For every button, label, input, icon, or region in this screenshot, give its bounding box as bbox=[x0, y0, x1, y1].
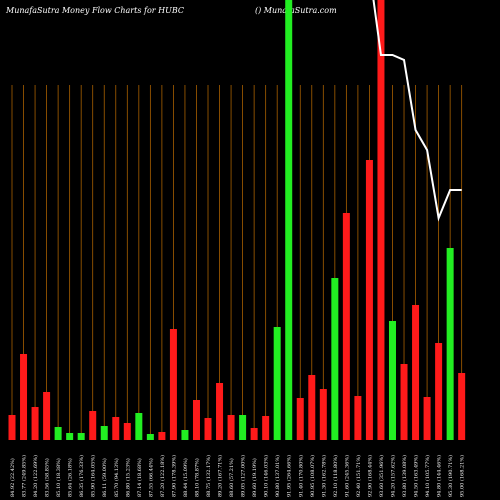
line bbox=[372, 0, 462, 222]
x-tick-label: 87.55 (66.44%) bbox=[147, 458, 154, 497]
x-tick-label: 89.05 (127.00%) bbox=[240, 455, 247, 497]
x-tick-label: 91.40 (170.80%) bbox=[297, 455, 304, 497]
x-tick-label: 88.10 (78.87%) bbox=[193, 458, 200, 497]
bar bbox=[204, 418, 212, 440]
x-tick-label: 95.00 (168.21%) bbox=[459, 455, 466, 497]
bar bbox=[146, 434, 154, 440]
bar bbox=[262, 416, 270, 440]
x-tick-label: 88.75 (132.17%) bbox=[205, 455, 212, 497]
x-tick-label: 89.20 (167.71%) bbox=[217, 455, 224, 497]
x-tick-label: 85.10 (18.38%) bbox=[55, 458, 62, 497]
bar bbox=[377, 0, 385, 440]
bar bbox=[423, 397, 431, 440]
x-tick-label: 91.95 (264.66%) bbox=[286, 455, 293, 497]
bar bbox=[135, 413, 143, 440]
x-tick-label: 83.77 (249.85%) bbox=[21, 455, 28, 497]
x-tick-label: 94.80 (144.46%) bbox=[436, 455, 443, 497]
bar bbox=[331, 278, 339, 440]
x-tick-label: 86.35 (176.33%) bbox=[78, 455, 85, 497]
x-tick-label: 90.80 (137.01%) bbox=[274, 455, 281, 497]
x-tick-label: 94.50 (163.49%) bbox=[413, 455, 420, 497]
x-tick-label: 92.10 (118.80%) bbox=[332, 455, 339, 497]
bar bbox=[216, 383, 224, 440]
x-tick-label: 93.60 (351.96%) bbox=[378, 455, 385, 497]
x-tick-label: 84.92 (22.42%) bbox=[9, 458, 16, 497]
bar bbox=[412, 305, 420, 440]
x-tick-label: 85.64 (26.18%) bbox=[67, 458, 74, 497]
x-tick-label: 92.40 (151.71%) bbox=[355, 455, 362, 497]
bar bbox=[365, 160, 373, 440]
bar bbox=[20, 354, 28, 440]
x-tick-label: 89.60 (19.19%) bbox=[251, 458, 258, 497]
bar bbox=[123, 423, 131, 440]
chart-subtitle: () MunafaSutra.com bbox=[255, 6, 337, 15]
bar bbox=[250, 428, 258, 440]
bar bbox=[89, 411, 97, 440]
bar bbox=[31, 407, 39, 440]
bar bbox=[308, 375, 316, 440]
x-tick-label: 91.60 (245.36%) bbox=[343, 455, 350, 497]
bar bbox=[388, 321, 396, 440]
bar bbox=[43, 392, 51, 440]
bar bbox=[158, 432, 166, 440]
x-tick-label: 91.30 (162.78%) bbox=[320, 455, 327, 497]
bar bbox=[285, 0, 293, 440]
bar bbox=[54, 427, 62, 440]
x-tick-label: 87.14 (18.68%) bbox=[136, 458, 143, 497]
x-tick-label: 94.10 (105.77%) bbox=[424, 455, 431, 497]
x-tick-label: 95.30 (190.71%) bbox=[447, 455, 454, 497]
x-tick-label: 93.80 (139.08%) bbox=[401, 455, 408, 497]
x-tick-label: 84.20 (122.69%) bbox=[32, 455, 39, 497]
bar bbox=[227, 415, 235, 440]
x-tick-label: 94.20 (157.62%) bbox=[389, 455, 396, 497]
x-tick-label: 87.20 (122.18%) bbox=[159, 455, 166, 497]
bar bbox=[100, 426, 108, 440]
x-tick-label: 90.95 (108.07%) bbox=[309, 455, 316, 497]
bar bbox=[458, 373, 466, 440]
bar bbox=[446, 248, 454, 440]
bar bbox=[8, 415, 16, 440]
x-tick-label: 88.60 (57.21%) bbox=[228, 458, 235, 497]
x-tick-label: 92.90 (168.44%) bbox=[366, 455, 373, 497]
x-tick-label: 85.70 (94.13%) bbox=[113, 458, 120, 497]
x-tick-label: 83.56 (58.85%) bbox=[44, 458, 51, 497]
bar bbox=[435, 343, 443, 440]
x-tick-label: 87.90 (178.39%) bbox=[170, 455, 177, 497]
bar bbox=[239, 415, 247, 440]
bar bbox=[112, 417, 120, 440]
x-tick-label: 88.44 (15.09%) bbox=[182, 458, 189, 497]
bar bbox=[181, 430, 189, 440]
bar bbox=[319, 389, 327, 440]
bar bbox=[342, 213, 350, 440]
bar bbox=[296, 398, 304, 440]
bar bbox=[169, 329, 177, 440]
chart-title: MunafaSutra Money Flow Charts for HUBC bbox=[5, 6, 184, 15]
x-tick-label: 86.11 (59.00%) bbox=[101, 458, 108, 497]
bar bbox=[354, 396, 362, 440]
x-tick-label: 90.10 (146.03%) bbox=[263, 455, 270, 497]
bar bbox=[66, 433, 74, 440]
x-tick-label: 85.90 (164.05%) bbox=[90, 455, 97, 497]
bar bbox=[192, 400, 200, 440]
bar bbox=[400, 364, 408, 440]
bar bbox=[273, 327, 281, 440]
bar bbox=[77, 433, 85, 440]
x-tick-label: 86.80 (15.23%) bbox=[124, 458, 131, 497]
